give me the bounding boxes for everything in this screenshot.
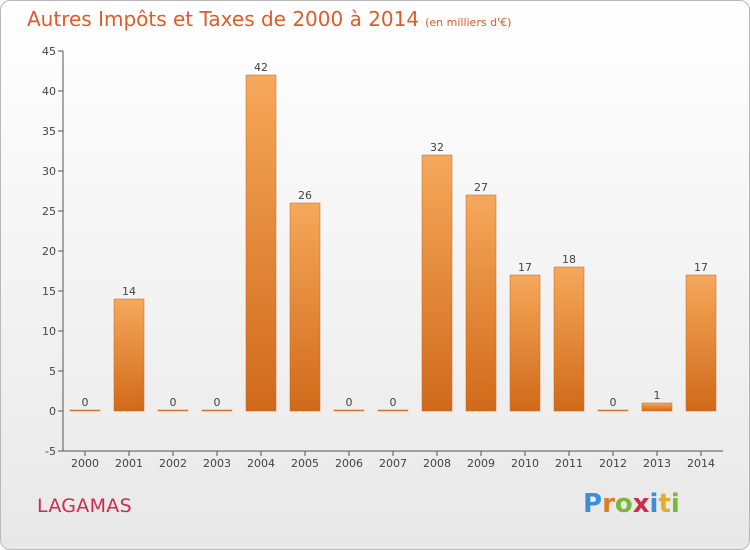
logo-letter: P	[583, 489, 603, 519]
logo-letter: t	[658, 489, 671, 519]
bar-value-label: 26	[298, 189, 312, 202]
bar-value-label: 27	[474, 181, 488, 194]
y-tick-label: 5	[49, 365, 56, 378]
chart-unit: (en milliers d'€)	[425, 16, 512, 29]
y-tick-label: 30	[42, 165, 56, 178]
y-tick-label: 25	[42, 205, 56, 218]
logo-letter: i	[649, 489, 659, 519]
x-tick-label: 2013	[643, 457, 671, 470]
x-tick-label: 2011	[555, 457, 583, 470]
y-tick-label: 40	[42, 85, 56, 98]
proxiti-logo: Proxiti	[583, 489, 680, 519]
bar	[157, 409, 189, 412]
bar-value-label: 0	[610, 396, 617, 409]
bar	[685, 274, 717, 412]
bar	[333, 409, 365, 412]
logo-letter: i	[670, 489, 680, 519]
y-tick-label: 20	[42, 245, 56, 258]
bar	[465, 194, 497, 412]
x-tick-label: 2010	[511, 457, 539, 470]
logo-letter: x	[632, 489, 650, 519]
bar	[201, 409, 233, 412]
bar	[509, 274, 541, 412]
bar-value-label: 18	[562, 253, 576, 266]
bar	[245, 74, 277, 412]
y-tick-label: 45	[42, 45, 56, 58]
bar-value-label: 17	[694, 261, 708, 274]
x-tick-label: 2014	[687, 457, 715, 470]
bar-value-label: 0	[170, 396, 177, 409]
x-tick-label: 2005	[291, 457, 319, 470]
x-tick-label: 2002	[159, 457, 187, 470]
bar-value-label: 14	[122, 285, 136, 298]
bar	[421, 154, 453, 412]
bar-value-label: 0	[82, 396, 89, 409]
logo-letter: o	[614, 489, 633, 519]
bar-value-label: 17	[518, 261, 532, 274]
bar	[113, 298, 145, 412]
x-tick-label: 2009	[467, 457, 495, 470]
logo-letter: r	[602, 489, 615, 519]
y-tick-label: 0	[49, 405, 56, 418]
bar	[641, 402, 673, 412]
bar-value-label: 42	[254, 61, 268, 74]
x-tick-label: 2008	[423, 457, 451, 470]
chart-title: Autres Impôts et Taxes de 2000 à 2014 (en…	[27, 7, 511, 31]
bar	[69, 409, 101, 412]
x-tick-label: 2006	[335, 457, 363, 470]
bar-value-label: 0	[390, 396, 397, 409]
bar-value-label: 1	[654, 389, 661, 402]
y-tick-label: 15	[42, 285, 56, 298]
x-tick-label: 2003	[203, 457, 231, 470]
y-tick-label: 35	[42, 125, 56, 138]
x-tick-label: 2012	[599, 457, 627, 470]
x-tick-label: 2001	[115, 457, 143, 470]
x-tick-label: 2004	[247, 457, 275, 470]
bar	[377, 409, 409, 412]
bar	[289, 202, 321, 412]
bar	[597, 409, 629, 412]
x-tick-label: 2000	[71, 457, 99, 470]
x-tick-label: 2007	[379, 457, 407, 470]
bar-value-label: 0	[346, 396, 353, 409]
y-tick-label: -5	[45, 445, 56, 458]
commune-name: LAGAMAS	[37, 495, 132, 517]
bar	[553, 266, 585, 412]
chart-title-text: Autres Impôts et Taxes de 2000 à 2014	[27, 7, 420, 31]
bar-value-label: 32	[430, 141, 444, 154]
y-tick-label: 10	[42, 325, 56, 338]
bar-value-label: 0	[214, 396, 221, 409]
